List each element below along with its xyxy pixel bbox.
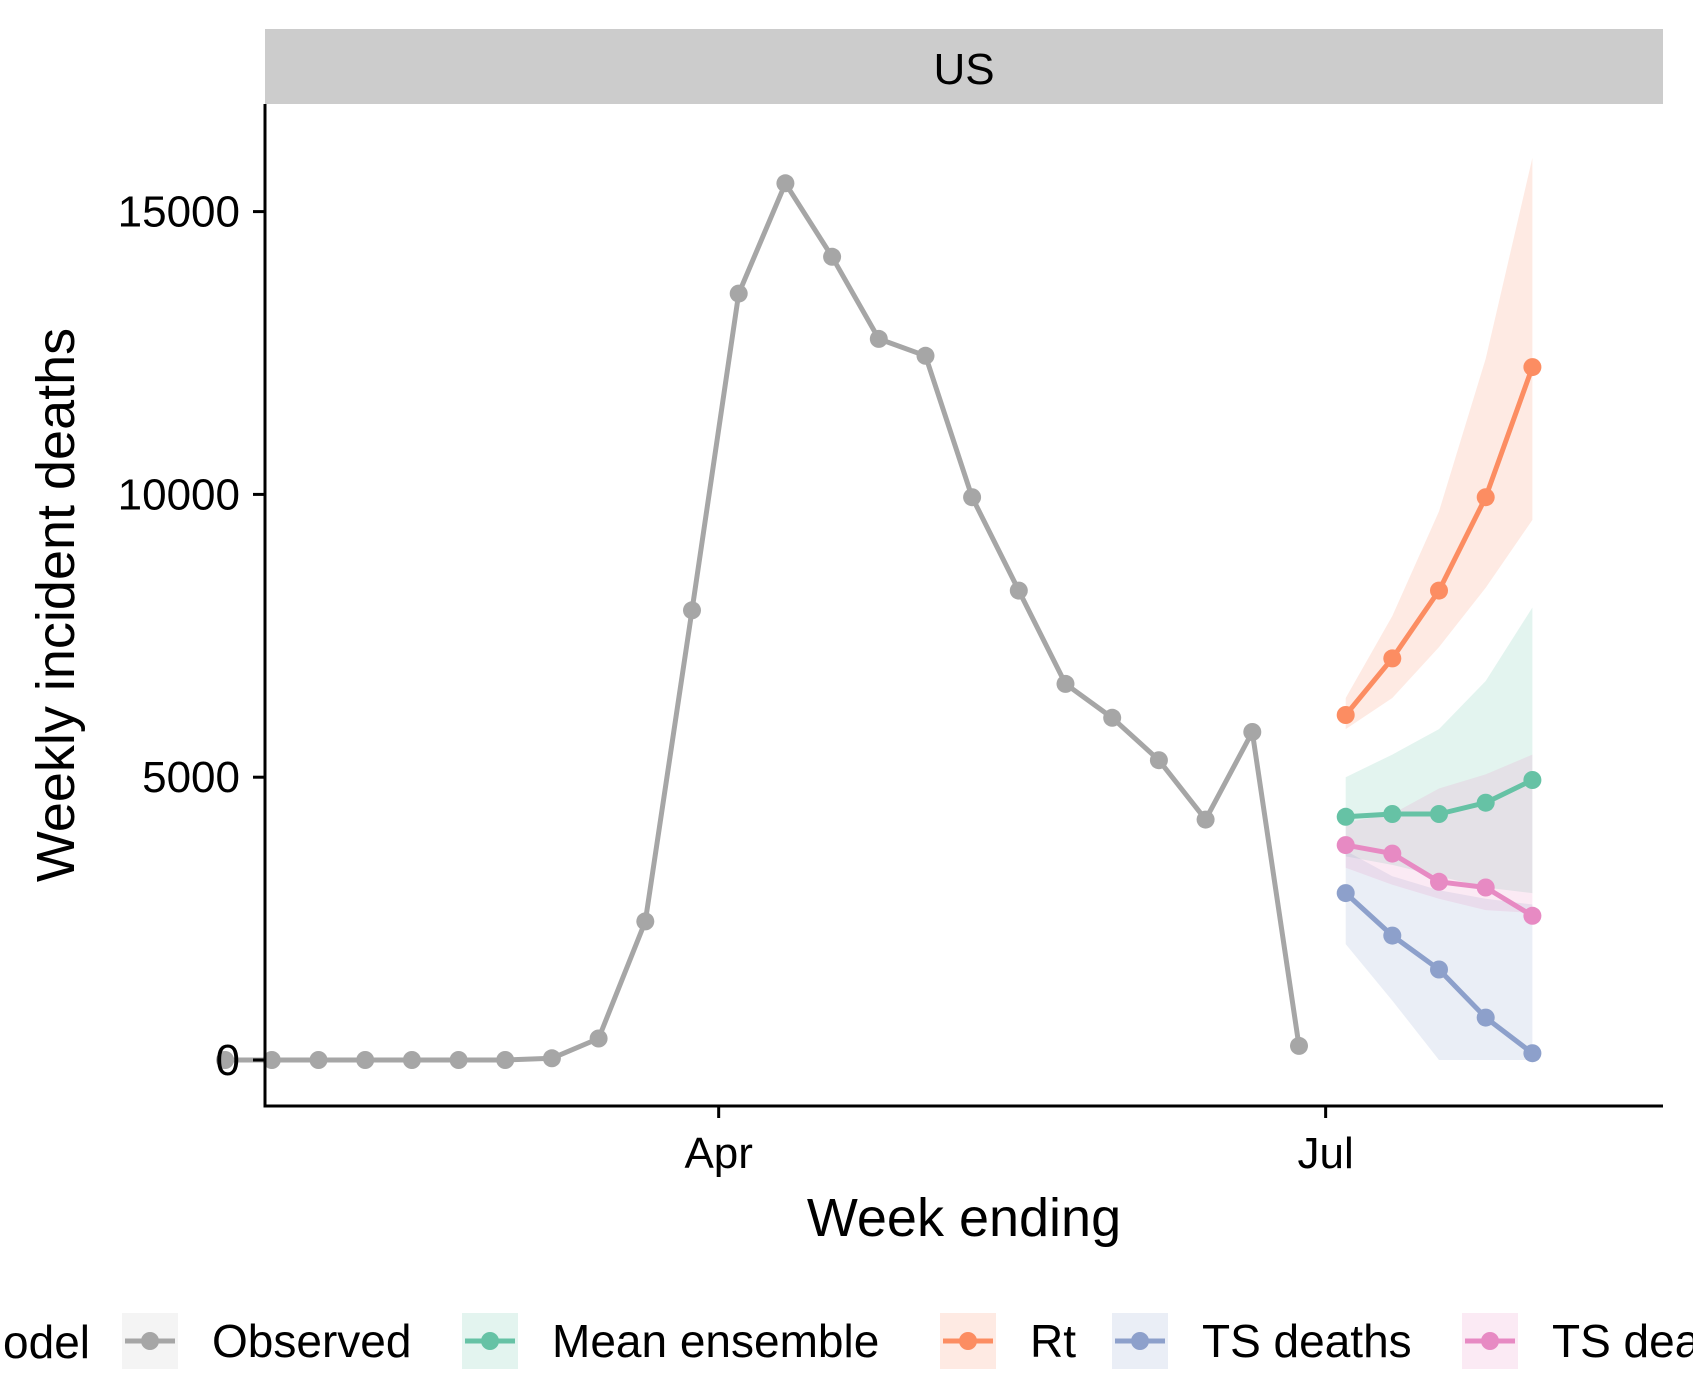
- observed-point: [1290, 1036, 1308, 1055]
- ts-deaths-point: [1430, 960, 1448, 979]
- x-tick-label: Apr: [684, 1129, 752, 1178]
- observed-point: [356, 1051, 375, 1069]
- observed-point: [309, 1051, 328, 1069]
- observed-point: [729, 284, 748, 303]
- mean-ensemble-point: [1383, 805, 1402, 823]
- rt-point: [1523, 358, 1542, 377]
- y-tick-label: 10000: [118, 470, 240, 519]
- rt-band: [1345, 157, 1533, 730]
- observed-point: [496, 1051, 515, 1069]
- legend-label-ts-deaths: TS deaths: [1202, 1315, 1412, 1367]
- observed-point: [636, 912, 655, 931]
- observed-point: [1243, 723, 1262, 741]
- legend-title: odel: [3, 1316, 90, 1368]
- y-axis-title: Weekly incident deaths: [26, 328, 86, 882]
- y-tick-label: 15000: [118, 188, 240, 237]
- observed-point: [402, 1051, 421, 1069]
- x-axis-ticks: Apr Jul: [684, 1106, 1354, 1178]
- observed-point: [449, 1051, 468, 1069]
- y-axis-ticks: 0 5000 10000 15000: [118, 188, 265, 1085]
- observed-point: [916, 346, 935, 365]
- x-tick-label: Jul: [1298, 1129, 1354, 1178]
- ts-deaths-point: [1523, 1044, 1542, 1063]
- observed-point: [963, 488, 982, 507]
- observed-point: [1103, 708, 1122, 727]
- ts-deaths-point: [1383, 926, 1402, 945]
- observed-point: [589, 1029, 608, 1048]
- ts-deaths-point: [1476, 1008, 1495, 1027]
- y-tick-label: 0: [216, 1036, 240, 1085]
- mean-ensemble-point: [1336, 807, 1355, 826]
- rt-point: [1336, 706, 1355, 724]
- y-tick-label: 5000: [142, 753, 240, 802]
- ts-deaths-band: [1345, 850, 1533, 1060]
- rt-point: [1430, 581, 1448, 600]
- observed-point: [542, 1049, 561, 1068]
- mean-ensemble-point: [1523, 771, 1542, 789]
- legend-label-ts-deaths-2: TS dea: [1552, 1315, 1693, 1367]
- observed-point: [262, 1051, 281, 1069]
- ts-deaths-2-point: [1336, 836, 1355, 855]
- observed-point: [1196, 810, 1215, 829]
- legend-label-mean-ensemble: Mean ensemble: [552, 1315, 879, 1367]
- legend-key-point-mean-ensemble: [481, 1332, 499, 1350]
- legend-key-point-rt: [959, 1332, 977, 1350]
- ts-deaths-2-point: [1383, 844, 1402, 863]
- observed-point: [823, 247, 842, 266]
- observed-point: [869, 329, 888, 348]
- legend-key-point-ts-deaths-2: [1481, 1332, 1499, 1350]
- observed-point: [1009, 581, 1028, 600]
- mean-ensemble-point: [1430, 805, 1448, 823]
- ts-deaths-2-point: [1430, 872, 1448, 891]
- facet-strip: [265, 29, 1663, 104]
- observed-line: [225, 180, 1302, 1063]
- legend-key-point-ts-deaths: [1131, 1332, 1149, 1350]
- series-points: [216, 174, 1542, 1069]
- uncertainty-bands: [1345, 157, 1533, 1060]
- rt-point: [1476, 488, 1495, 507]
- legend-key-point-observed: [141, 1332, 159, 1350]
- legend-label-observed: Observed: [212, 1315, 411, 1367]
- observed-point: [683, 601, 701, 620]
- legend: odel Observed Mean ensemble Rt TS deaths TS …: [3, 1313, 1693, 1369]
- ts-deaths-point: [1336, 884, 1355, 903]
- legend-label-rt: Rt: [1030, 1315, 1076, 1367]
- series-lines: [225, 180, 1535, 1063]
- observed-point: [1149, 751, 1168, 770]
- observed-point: [1056, 674, 1075, 693]
- ts-deaths-2-point: [1476, 878, 1495, 897]
- observed-point: [216, 1051, 235, 1069]
- observed-point: [776, 174, 795, 193]
- ts-deaths-2-point: [1523, 906, 1542, 925]
- facet-strip-label: US: [933, 45, 994, 94]
- x-axis-title: Week ending: [807, 1188, 1121, 1248]
- mean-ensemble-point: [1476, 793, 1495, 812]
- rt-point: [1383, 649, 1402, 668]
